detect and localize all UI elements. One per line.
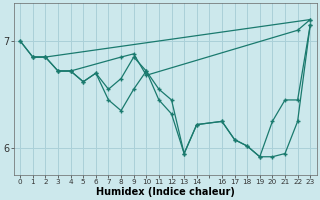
X-axis label: Humidex (Indice chaleur): Humidex (Indice chaleur) <box>96 187 235 197</box>
